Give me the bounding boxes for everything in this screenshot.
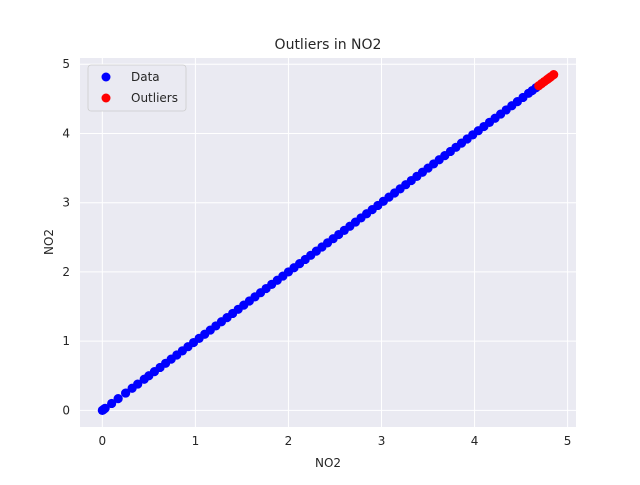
- point-outliers: [549, 70, 559, 80]
- tick-labels: 0 1 2 3 4 5 0 1 2 3 4 5: [62, 57, 571, 448]
- x-tick-label: 5: [564, 434, 572, 448]
- y-tick-label: 0: [62, 403, 70, 417]
- legend-box: [87, 64, 187, 112]
- y-tick-label: 2: [62, 265, 70, 279]
- x-tick-label: 2: [285, 434, 293, 448]
- point-data: [120, 388, 131, 398]
- x-axis-label: NO2: [315, 456, 341, 470]
- point-data: [100, 403, 110, 413]
- x-tick-label: 3: [378, 434, 386, 448]
- y-tick-label: 1: [62, 334, 70, 348]
- legend-marker-data: [101, 72, 111, 82]
- y-tick-label: 5: [62, 57, 70, 71]
- x-tick-label: 4: [471, 434, 479, 448]
- point-data: [113, 394, 123, 404]
- x-tick-label: 1: [192, 434, 200, 448]
- grid: [80, 58, 576, 427]
- y-tick-label: 3: [62, 196, 70, 210]
- series-outliers: [534, 70, 559, 91]
- y-axis-label: NO2: [42, 229, 56, 255]
- legend: Data Outliers: [87, 64, 187, 112]
- data-points: [97, 70, 559, 415]
- legend-label-outliers: Outliers: [131, 91, 178, 105]
- series-data: [97, 83, 541, 415]
- point-data: [107, 398, 117, 409]
- chart-title: Outliers in NO2: [275, 37, 382, 53]
- legend-label-data: Data: [131, 70, 160, 84]
- point-data: [133, 379, 143, 389]
- legend-marker-outliers: [101, 93, 111, 103]
- x-tick-label: 0: [99, 434, 107, 448]
- y-tick-label: 4: [62, 126, 70, 140]
